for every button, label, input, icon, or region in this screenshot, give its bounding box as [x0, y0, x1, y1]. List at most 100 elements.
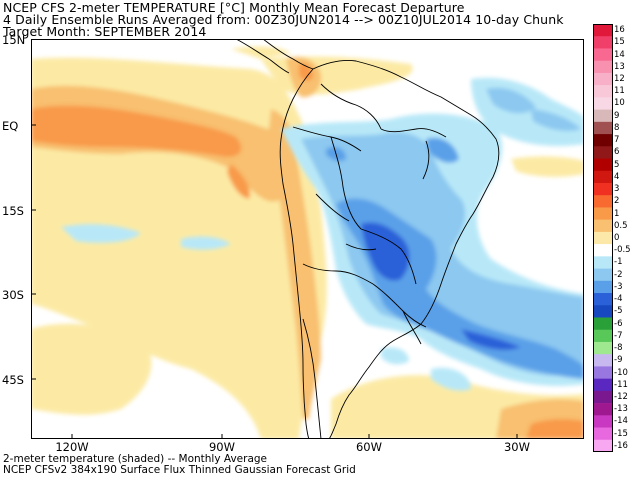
colorbar-swatch: [593, 36, 613, 49]
colorbar-swatch: [593, 268, 613, 282]
border-chile-argentina-north: [302, 263, 374, 285]
colorbar-label: -2: [614, 269, 623, 280]
colorbar-label: -11: [614, 379, 628, 390]
colorbar-label: 5: [614, 159, 620, 170]
colorbar-swatch: [593, 170, 613, 184]
colorbar-label: 12: [614, 74, 625, 85]
colorbar-label: 2: [614, 196, 620, 207]
colorbar-label: 14: [614, 49, 625, 60]
colorbar-swatch: [593, 354, 613, 367]
colorbar-swatch: [593, 427, 613, 441]
map-title-line-2: 4 Daily Ensemble Runs Averaged from: 00Z…: [3, 12, 564, 27]
colorbar-label: 8: [614, 122, 620, 133]
lon-label-90w: 90W: [208, 440, 236, 454]
colorbar-label: -14: [614, 416, 628, 427]
colorbar: [593, 24, 613, 452]
colorbar-swatch: [593, 158, 613, 172]
lon-label-120w: 120W: [55, 440, 89, 454]
lat-ticks: [31, 39, 36, 380]
lat-label-15n: 15N: [2, 33, 26, 47]
caribbean-coastline: [262, 39, 314, 70]
colorbar-swatch: [593, 403, 613, 416]
colorbar-swatch: [593, 97, 613, 110]
colorbar-label: -10: [614, 367, 628, 378]
colorbar-swatch: [593, 109, 613, 123]
colorbar-label: -4: [614, 294, 623, 305]
lat-label-30s: 30S: [2, 288, 24, 302]
colorbar-swatch: [593, 146, 613, 159]
colorbar-swatch: [593, 207, 613, 220]
map-footer-line-1: 2-meter temperature (shaded) -- Monthly …: [3, 453, 268, 465]
colorbar-swatch: [593, 121, 613, 135]
pacific-coastline: [279, 68, 314, 439]
colorbar-swatch: [593, 195, 613, 208]
colorbar-swatch: [593, 219, 613, 233]
colorbar-swatch: [593, 85, 613, 98]
lat-label-15s: 15S: [2, 204, 24, 218]
colorbar-swatch: [593, 439, 613, 452]
border-uruguay: [402, 310, 422, 345]
colorbar-label: -6: [614, 318, 623, 329]
colorbar-swatch: [593, 60, 613, 74]
colorbar-swatch: [593, 329, 613, 343]
lat-label-45s: 45S: [2, 373, 24, 387]
amazon-river: [422, 140, 430, 180]
cool-anomaly-shading: [61, 77, 584, 391]
colorbar-label: 13: [614, 61, 625, 72]
colorbar-label: 4: [614, 171, 620, 182]
colorbar-label: 10: [614, 98, 625, 109]
border-chile-argentina-south: [302, 318, 322, 439]
land-boundaries: [235, 39, 500, 439]
colorbar-swatch: [593, 182, 613, 196]
colorbar-swatch: [593, 305, 613, 318]
lon-ticks: [71, 434, 518, 439]
colorbar-swatch: [593, 317, 613, 331]
colorbar-label: 0.5: [614, 220, 628, 231]
lon-label-60w: 60W: [355, 440, 383, 454]
colorbar-swatch: [593, 366, 613, 379]
map-footer-line-2: NCEP CFSv2 384x190 Surface Flux Thinned …: [3, 464, 356, 476]
colorbar-label: 6: [614, 147, 620, 158]
border-guianas: [380, 128, 447, 138]
lat-label-eq: EQ: [2, 119, 19, 133]
colorbar-label: 11: [614, 86, 625, 97]
colorbar-swatch: [593, 24, 613, 37]
colorbar-label: 0: [614, 233, 620, 243]
map-frame: [31, 39, 584, 439]
lake-titicaca-area: [345, 243, 377, 251]
colorbar-label: -0.5: [614, 245, 631, 256]
colorbar-label: 3: [614, 184, 620, 195]
colorbar-label: -8: [614, 343, 623, 354]
colorbar-label: -3: [614, 281, 623, 292]
colorbar-label: -9: [614, 355, 623, 366]
lon-label-30w: 30W: [503, 440, 531, 454]
colorbar-label: 7: [614, 135, 620, 146]
colorbar-swatch: [593, 293, 613, 306]
colorbar-label: -1: [614, 257, 623, 268]
colorbar-frame: [593, 24, 613, 452]
south-america-coastline: [312, 60, 500, 439]
border-bolivia-brazil: [360, 228, 417, 285]
colorbar-label: -7: [614, 330, 623, 341]
central-america-coastline: [235, 39, 290, 74]
colorbar-label: -16: [614, 440, 628, 451]
map-title-line-1: NCEP CFS 2-meter TEMPERATURE [°C] Monthl…: [3, 0, 465, 15]
colorbar-swatch: [593, 48, 613, 61]
colorbar-label: 9: [614, 110, 620, 121]
border-peru-bolivia: [315, 193, 350, 222]
colorbar-label: -13: [614, 404, 628, 415]
colorbar-swatch: [593, 256, 613, 269]
border-peru-brazil: [330, 136, 362, 230]
colorbar-label: 16: [614, 25, 625, 36]
colorbar-label: -15: [614, 428, 628, 439]
colorbar-label: -12: [614, 391, 628, 402]
colorbar-swatch: [593, 378, 613, 392]
colorbar-swatch: [593, 341, 613, 355]
colorbar-swatch: [593, 390, 613, 404]
colorbar-label: 1: [614, 208, 620, 219]
colorbar-swatch: [593, 134, 613, 147]
colorbar-label: -5: [614, 306, 623, 317]
colorbar-swatch: [593, 72, 613, 86]
colorbar-swatch: [593, 231, 613, 245]
map-title-line-3: Target Month: SEPTEMBER 2014: [3, 24, 207, 39]
